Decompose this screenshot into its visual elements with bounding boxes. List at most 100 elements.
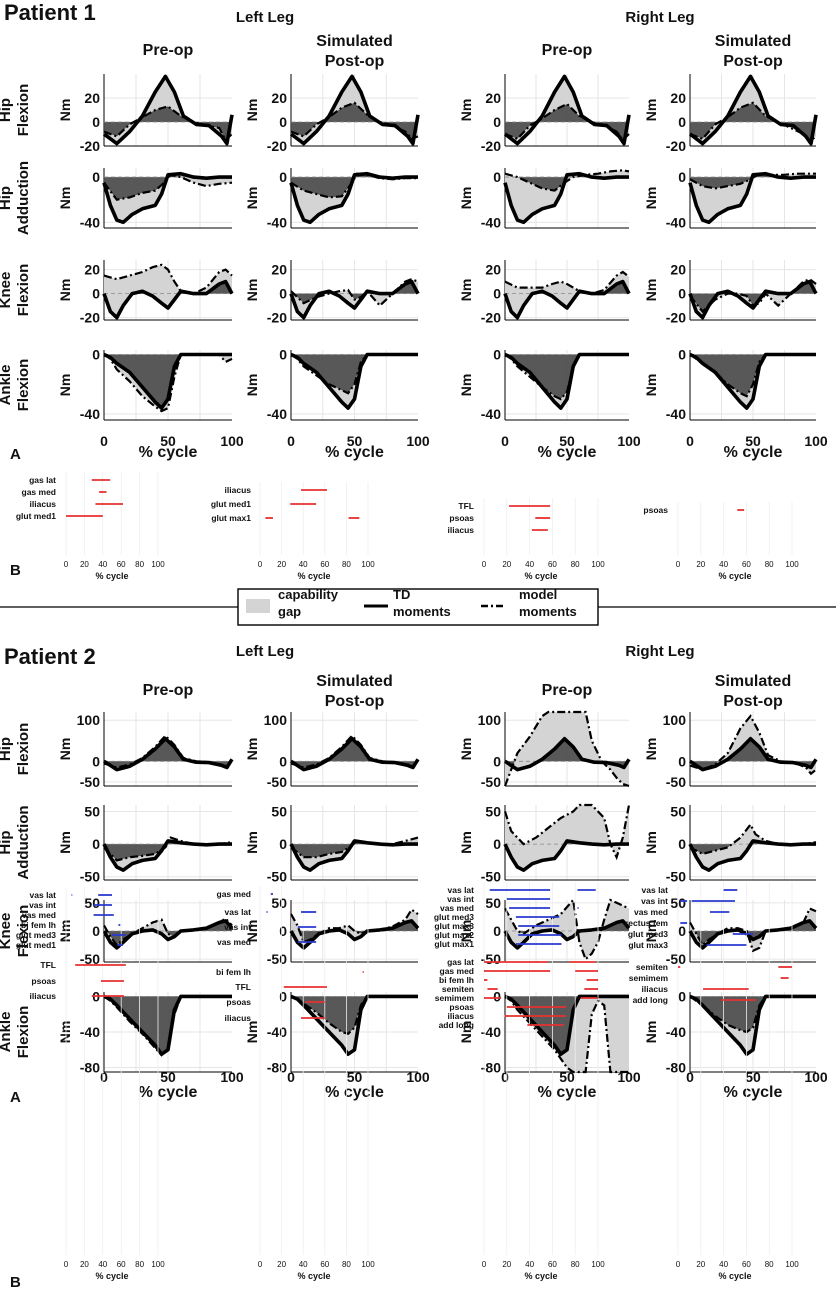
right-leg-title: Right Leg xyxy=(625,643,694,660)
model-moment-line xyxy=(504,353,629,401)
column-title: Pre-op xyxy=(542,682,593,699)
muscle-label: iliacus xyxy=(448,1011,475,1021)
y-axis-label: Nm xyxy=(643,99,659,122)
muscle-x-tick: 100 xyxy=(785,1260,799,1269)
y-axis-label: Nm xyxy=(57,738,73,761)
model-moment-line xyxy=(689,101,817,143)
muscle-x-label: % cycle xyxy=(95,571,128,581)
muscle-panel xyxy=(483,882,599,1255)
x-tick-label: 0 xyxy=(501,1069,509,1085)
y-axis-label: Nm xyxy=(57,187,73,210)
y-tick-label: 0 xyxy=(493,114,501,130)
td-moment-line xyxy=(103,994,232,1056)
patient-title: Patient 2 xyxy=(4,644,96,669)
y-axis-label: Nm xyxy=(458,920,474,943)
y-tick-label: 50 xyxy=(670,804,686,820)
y-tick-label: 0 xyxy=(493,169,501,185)
x-axis-label: % cycle xyxy=(724,1084,783,1101)
muscle-label: glut med1 xyxy=(211,499,251,509)
muscle-panel xyxy=(259,482,369,555)
moment-area xyxy=(104,354,232,407)
column-title: Simulated xyxy=(715,673,791,690)
y-tick-label: -20 xyxy=(267,310,287,326)
x-tick-label: 100 xyxy=(220,1069,244,1085)
y-tick-label: -50 xyxy=(481,951,501,967)
y-tick-label: 50 xyxy=(84,804,100,820)
y-tick-label: 0 xyxy=(493,286,501,302)
y-axis-label: Nm xyxy=(57,279,73,302)
muscle-x-tick: 100 xyxy=(591,560,605,569)
y-tick-label: -20 xyxy=(267,138,287,154)
muscle-x-tick: 0 xyxy=(482,560,487,569)
y-tick-label: 20 xyxy=(670,262,686,278)
row-label: Knee xyxy=(0,272,14,309)
x-tick-label: 50 xyxy=(347,1069,363,1085)
muscle-label: glut max3 xyxy=(628,940,668,950)
muscle-label: glut med3 xyxy=(16,930,56,940)
y-tick-label: 0 xyxy=(678,753,686,769)
x-tick-label: 100 xyxy=(617,1069,641,1085)
moment-plot xyxy=(102,168,233,229)
muscle-x-label: % cycle xyxy=(718,1271,751,1281)
column-title: Post-op xyxy=(325,53,385,70)
y-tick-label: -50 xyxy=(481,869,501,885)
moment-area xyxy=(104,106,232,139)
legend-label: TD xyxy=(393,587,410,602)
y-tick-label: 0 xyxy=(678,346,686,362)
row-label: Hip xyxy=(0,830,14,854)
left-leg-title: Left Leg xyxy=(236,643,294,660)
muscle-x-tick: 40 xyxy=(719,1260,728,1269)
moment-area xyxy=(104,282,232,294)
x-tick-label: 0 xyxy=(100,433,108,449)
y-axis-label: Nm xyxy=(244,99,260,122)
x-axis-label: % cycle xyxy=(325,444,384,461)
moment-plot xyxy=(289,805,419,881)
y-axis-label: Nm xyxy=(57,831,73,854)
y-tick-label: -80 xyxy=(481,1060,501,1076)
muscle-x-tick: 60 xyxy=(742,560,751,569)
patient-title: Patient 1 xyxy=(4,0,96,25)
y-tick-label: -20 xyxy=(666,310,686,326)
moment-plot xyxy=(503,168,630,229)
y-tick-label: -50 xyxy=(267,951,287,967)
moment-plot xyxy=(103,350,233,421)
y-tick-label: -50 xyxy=(666,951,686,967)
muscle-label: gas med xyxy=(440,966,475,976)
x-axis-label: % cycle xyxy=(538,1084,597,1101)
y-axis-label: Nm xyxy=(458,374,474,397)
muscle-x-label: % cycle xyxy=(718,571,751,581)
y-axis-label: Nm xyxy=(57,374,73,397)
muscle-label: bi fem lh xyxy=(439,975,474,985)
y-tick-label: 50 xyxy=(84,895,100,911)
row-label: Flexion xyxy=(15,359,32,412)
muscle-x-tick: 20 xyxy=(696,1260,705,1269)
muscle-label: glut med3 xyxy=(434,912,474,922)
y-tick-label: -80 xyxy=(666,1060,686,1076)
moment-plot xyxy=(689,992,816,1073)
muscle-label: iliacus xyxy=(642,984,669,994)
td-moment-line xyxy=(503,736,631,772)
model-moment-line xyxy=(689,907,817,953)
td-moment-line xyxy=(689,352,816,410)
y-tick-label: 100 xyxy=(77,712,101,728)
muscle-x-tick: 20 xyxy=(277,1260,286,1269)
muscle-label: glut med3 xyxy=(628,929,668,939)
moment-area xyxy=(690,174,816,189)
muscle-label: vas int xyxy=(447,894,474,904)
muscle-panel xyxy=(677,502,793,555)
muscle-label: gas med xyxy=(22,487,57,497)
muscle-x-label: % cycle xyxy=(524,571,557,581)
x-axis-label: % cycle xyxy=(325,1084,384,1101)
y-axis-label: Nm xyxy=(643,920,659,943)
y-tick-label: -40 xyxy=(267,1024,287,1040)
column-title: Post-op xyxy=(325,693,385,710)
y-tick-label: 20 xyxy=(271,262,287,278)
muscle-label: iliacus xyxy=(225,1013,252,1023)
moment-area xyxy=(690,102,816,141)
capability-gap-area xyxy=(505,996,629,1072)
muscle-label: semiten xyxy=(636,962,668,972)
y-tick-label: 50 xyxy=(271,895,287,911)
td-moment-line xyxy=(688,919,818,950)
legend-box xyxy=(237,588,599,626)
muscle-x-label: % cycle xyxy=(524,1271,557,1281)
